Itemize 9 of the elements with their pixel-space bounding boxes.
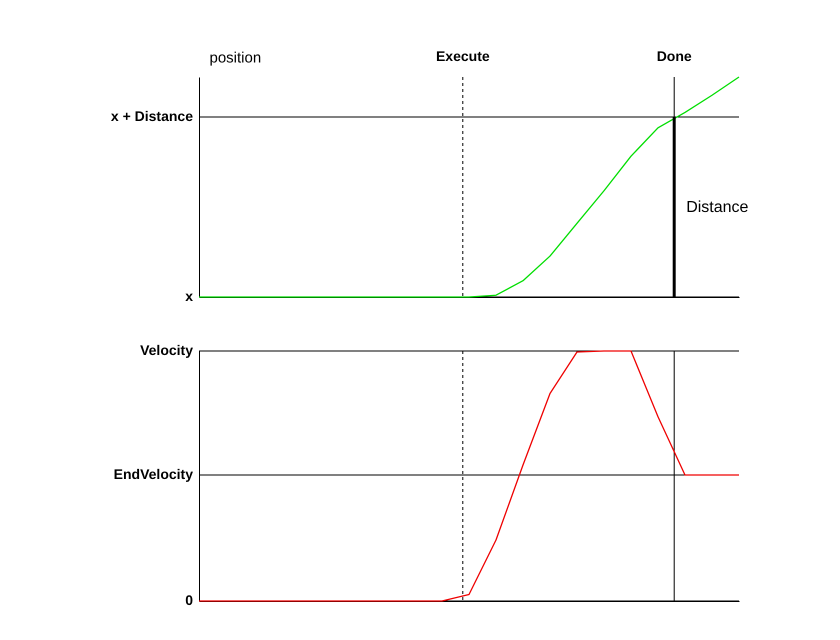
- text: Done: [656, 48, 692, 64]
- ref-line-label: x: [185, 288, 194, 304]
- y-axis-title: position: [210, 50, 262, 66]
- ref-line-label: Velocity: [140, 342, 194, 358]
- ref-line-label: EndVelocity: [114, 466, 194, 482]
- annotation: Distance: [686, 199, 749, 216]
- ref-line-label: x + Distance: [110, 108, 194, 124]
- ref-line-label: 0: [185, 592, 194, 608]
- text: Execute: [436, 48, 490, 64]
